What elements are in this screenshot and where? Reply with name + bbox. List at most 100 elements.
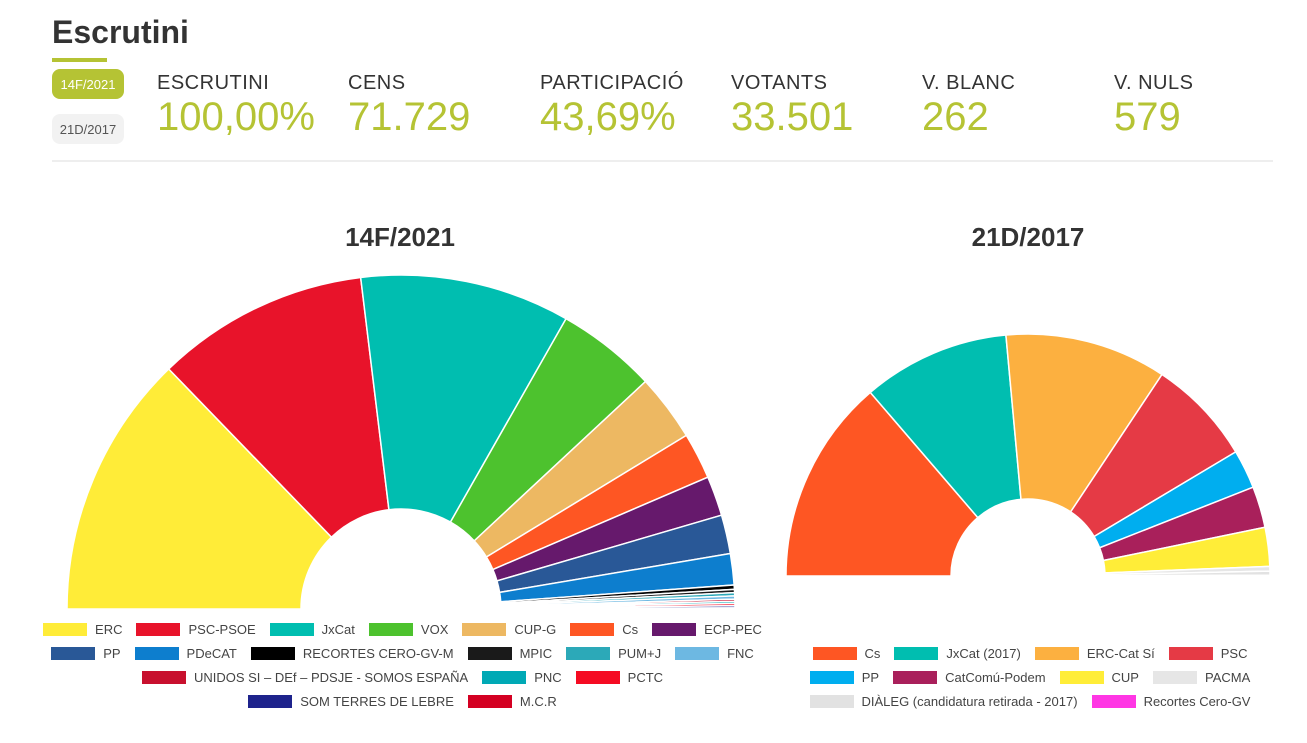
stat-vot-nuls: V. NULS 579: [1114, 72, 1193, 139]
chart-2017-legend-row: Cs JxCat (2017) ERC-Cat Sí PSC: [785, 646, 1275, 661]
stat-value: 33.501: [731, 95, 854, 139]
legend-swatch: [1168, 647, 1213, 660]
chart-2021-slice-m-c-r[interactable]: [500, 607, 736, 610]
chart-2021-legend-row: SOM TERRES DE LEBRE M.C.R: [40, 694, 765, 709]
legend-swatch: [675, 647, 720, 660]
chart-2021-slice-psc-psoe[interactable]: [167, 276, 390, 539]
legend-label: PUM+J: [618, 646, 662, 661]
stat-label: V. BLANC: [922, 72, 1016, 94]
legend-label: UNIDOS SI – DEf – PDSJE - SOMOS ESPAÑA: [193, 670, 469, 685]
chart-2021-slice-erc[interactable]: [66, 367, 333, 610]
stat-label: V. NULS: [1114, 72, 1194, 94]
chart-2017-legend-item-psc[interactable]: PSC: [1168, 646, 1248, 661]
chart-2017-slice-erc-cat-si[interactable]: [1005, 333, 1164, 513]
legend-label: PACMA: [1204, 670, 1251, 685]
stat-label: CENS: [348, 72, 406, 94]
chart-2021-legend-item-cup-g[interactable]: CUP-G: [462, 622, 556, 637]
legend-label: DIÀLEG (candidatura retirada - 2017): [861, 694, 1078, 709]
legend-swatch: [269, 623, 314, 636]
chart-2017-legend-item-pacma[interactable]: PACMA: [1152, 670, 1251, 685]
legend-swatch: [1091, 695, 1136, 708]
chart-2021-legend-item-recortes-cero-gv-m[interactable]: RECORTES CERO-GV-M: [250, 646, 454, 661]
legend-label: RECORTES CERO-GV-M: [302, 646, 454, 661]
chart-2017-slice-cs[interactable]: [785, 391, 979, 577]
legend-label: Cs: [864, 646, 881, 661]
stat-votants: VOTANTS 33.501: [731, 72, 853, 139]
legend-label: PNC: [534, 670, 562, 685]
legend-label: SOM TERRES DE LEBRE: [300, 694, 454, 709]
chart-title-2017: 21D/2017: [971, 222, 1085, 252]
legend-label: PP: [103, 646, 121, 661]
chart-2017-legend-item-recortes-cero-gv[interactable]: Recortes Cero-GV: [1091, 694, 1250, 709]
tab-14f-2021[interactable]: 14F/2021: [52, 69, 124, 99]
legend-swatch: [467, 647, 512, 660]
chart-2021-legend-item-ecp-pec[interactable]: ECP-PEC: [652, 622, 762, 637]
legend-swatch: [250, 647, 295, 660]
chart-2021-slice-jxcat[interactable]: [359, 274, 568, 524]
stat-value: 579: [1114, 95, 1181, 139]
chart-2021-legend-item-pum-j[interactable]: PUM+J: [566, 646, 661, 661]
legend-swatch: [575, 671, 620, 684]
chart-2021-legend-row: PP PDeCAT RECORTES CERO-GV-M MPIC PUM+J FNC: [40, 646, 765, 661]
stat-value: 262: [922, 95, 989, 139]
legend-swatch: [482, 671, 527, 684]
legend-swatch: [1059, 671, 1104, 684]
chart-2021-legend-item-pp[interactable]: PP: [51, 646, 121, 661]
legend-swatch: [51, 647, 96, 660]
chart-title-2021: 14F/2021: [345, 222, 455, 252]
legend-label: ERC: [95, 622, 123, 637]
legend-label: CUP: [1111, 670, 1139, 685]
chart-2017-legend-row: PP CatComú-Podem CUP PACMA: [785, 670, 1275, 685]
tab-21d-2017[interactable]: 21D/2017: [52, 114, 124, 144]
chart-2017-legend-item-erc-cat-si[interactable]: ERC-Cat Sí: [1034, 646, 1155, 661]
legend-label: VOX: [420, 622, 449, 637]
legend-label: Cs: [622, 622, 639, 637]
chart-2017-legend-item-cup[interactable]: CUP: [1059, 670, 1139, 685]
legend-swatch: [368, 623, 413, 636]
legend-swatch: [134, 647, 179, 660]
legend-swatch: [570, 623, 615, 636]
chart-2017-legend-item-dialeg-candidatura-retirada-2017[interactable]: DIÀLEG (candidatura retirada - 2017): [809, 694, 1078, 709]
chart-2021-legend-item-pctc[interactable]: PCTC: [575, 670, 664, 685]
chart-2017-legend-item-catcomu-podem[interactable]: CatComú-Podem: [893, 670, 1046, 685]
title-underline: [52, 58, 107, 62]
chart-2021-legend-row: ERC PSC-PSOE JxCat VOX CUP-G Cs ECP-PEC: [40, 622, 765, 637]
legend-swatch: [248, 695, 293, 708]
chart-2021-legend-item-som-terres-de-lebre[interactable]: SOM TERRES DE LEBRE: [248, 694, 454, 709]
chart-2021-legend-item-fnc[interactable]: FNC: [675, 646, 754, 661]
chart-2021-legend-item-cs[interactable]: Cs: [570, 622, 638, 637]
stat-label: VOTANTS: [731, 72, 828, 94]
chart-2021-legend-item-vox[interactable]: VOX: [368, 622, 449, 637]
stat-cens: CENS 71.729: [348, 72, 470, 139]
chart-2017-slice-recortes-cero-gv[interactable]: [1104, 574, 1271, 577]
legend-label: MPIC: [519, 646, 553, 661]
chart-2021-legend-item-erc[interactable]: ERC: [43, 622, 122, 637]
chart-2021-legend-item-psc-psoe[interactable]: PSC-PSOE: [136, 622, 256, 637]
chart-2017-slice-jxcat-2017[interactable]: [869, 334, 1022, 519]
legend-swatch: [462, 623, 507, 636]
chart-2017-legend-item-jxcat-2017[interactable]: JxCat (2017): [894, 646, 1021, 661]
stat-vot-blanc: V. BLANC 262: [922, 72, 1015, 139]
page-title: Escrutini: [52, 14, 189, 50]
legend-label: FNC: [727, 646, 754, 661]
legend-swatch: [43, 623, 88, 636]
chart-2021-legend-item-pnc[interactable]: PNC: [482, 670, 562, 685]
chart-2021-legend-item-mpic[interactable]: MPIC: [467, 646, 553, 661]
legend-swatch: [652, 623, 697, 636]
chart-2021-legend-item-jxcat[interactable]: JxCat: [269, 622, 355, 637]
legend-label: PP: [861, 670, 880, 685]
legend-swatch: [809, 671, 854, 684]
legend-swatch: [1152, 671, 1197, 684]
chart-2021-legend-row: UNIDOS SI – DEf – PDSJE - SOMOS ESPAÑA PN…: [40, 670, 765, 685]
chart-2021-legend-item-m-c-r[interactable]: M.C.R: [467, 694, 557, 709]
legend-swatch: [812, 647, 857, 660]
legend-swatch: [1034, 647, 1079, 660]
legend-label: PSC: [1220, 646, 1248, 661]
chart-2017-legend-item-cs[interactable]: Cs: [812, 646, 881, 661]
chart-2021-legend-item-unidos-si-def-pdsje-somos-espana[interactable]: UNIDOS SI – DEf – PDSJE - SOMOS ESPAÑA: [141, 670, 469, 685]
legend-swatch: [136, 623, 181, 636]
chart-2021-legend-item-pdecat[interactable]: PDeCAT: [134, 646, 237, 661]
chart-2017-legend-item-pp[interactable]: PP: [809, 670, 880, 685]
legend-label: PCTC: [627, 670, 664, 685]
